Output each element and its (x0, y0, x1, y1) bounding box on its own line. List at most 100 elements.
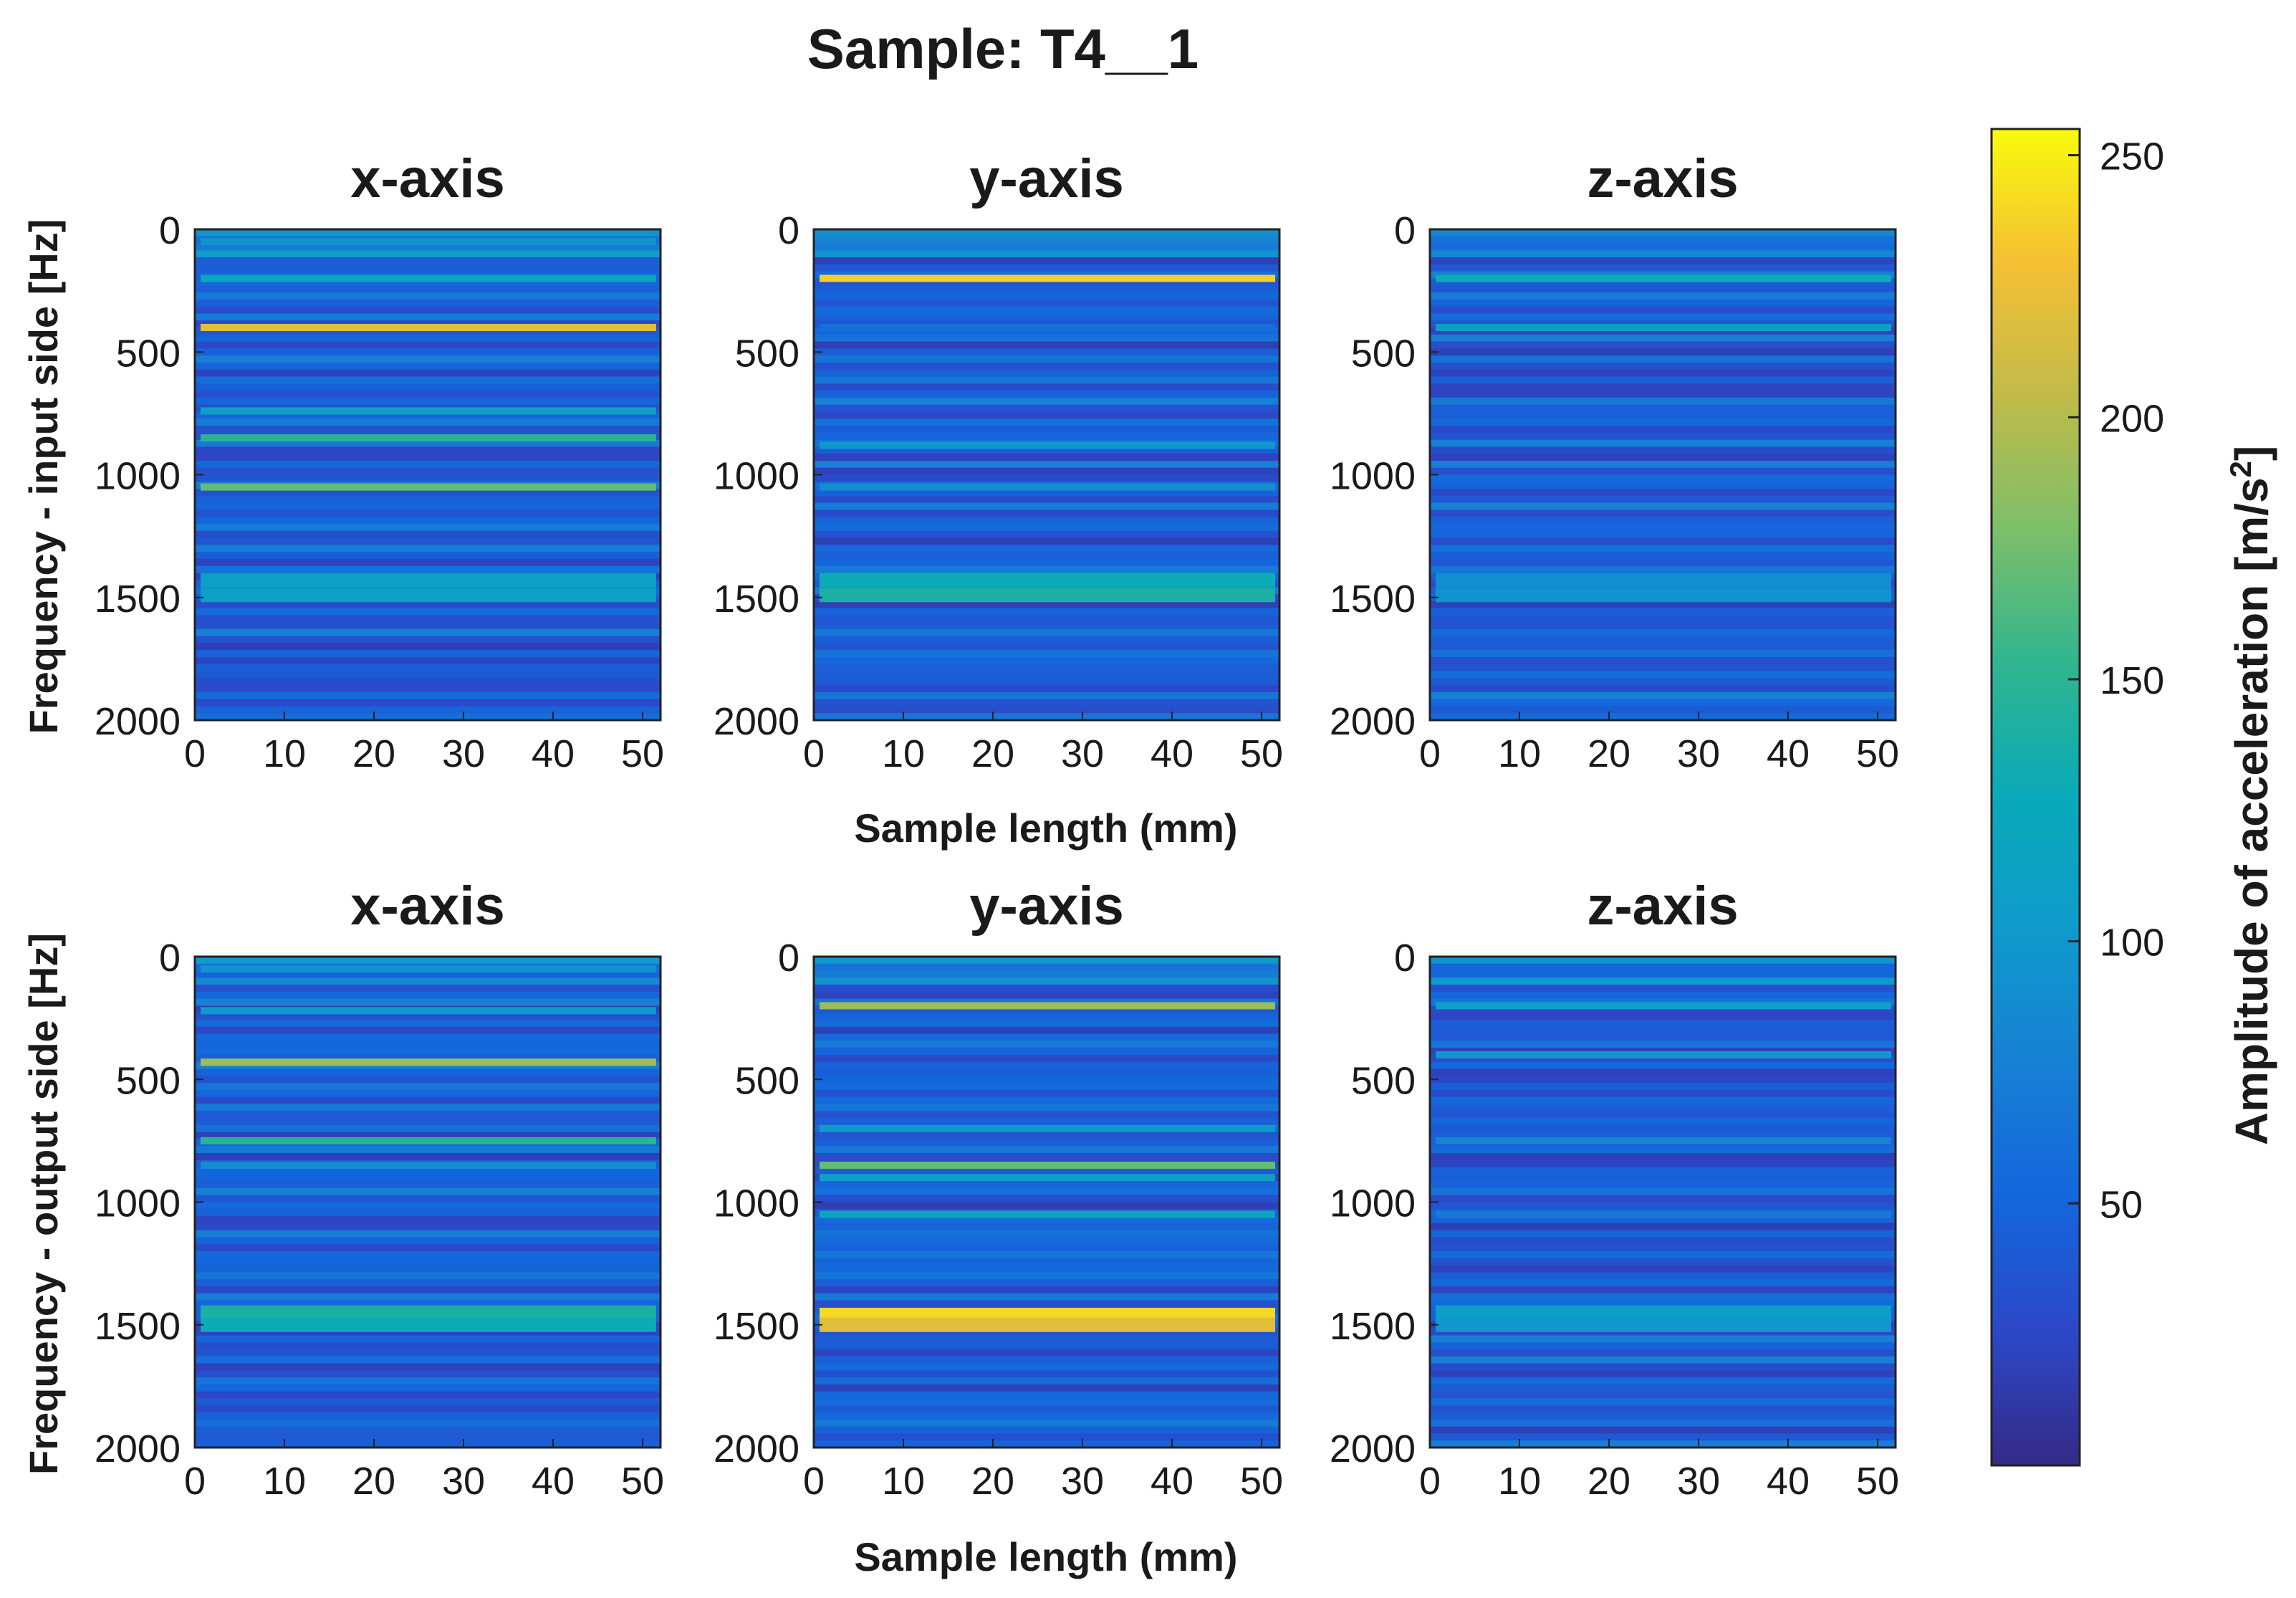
x-tick-label: 20 (352, 732, 395, 775)
x-tick-label: 40 (532, 732, 575, 775)
heat-cell-row (1430, 622, 1896, 630)
heat-cell-row (1430, 460, 1896, 469)
heat-band (1436, 1210, 1891, 1218)
heat-cell-row (1430, 404, 1896, 413)
heat-cell-row (195, 985, 661, 992)
heat-cell-row (1430, 467, 1896, 476)
heat-cell-row (814, 446, 1279, 454)
heat-cell-row (814, 355, 1279, 363)
heat-cell-row (1430, 1286, 1896, 1294)
heat-cell-row (195, 383, 661, 391)
heat-cell-row (1430, 397, 1896, 406)
heat-cell-row (1430, 1300, 1896, 1308)
heat-band (820, 1210, 1275, 1218)
y-tick-label: 1000 (1330, 455, 1416, 498)
heat-cell-row (1430, 957, 1896, 965)
heat-cell-row (1430, 1013, 1896, 1020)
x-tick-label: 30 (1061, 732, 1104, 775)
heat-cell-row (1430, 615, 1896, 623)
heat-cell-row (1430, 1124, 1896, 1133)
heat-cell-row (195, 1363, 661, 1371)
x-tick-label: 0 (184, 732, 206, 775)
heat-cell-row (1430, 327, 1896, 335)
heat-cell-row (195, 1216, 661, 1224)
heat-cell-row (814, 628, 1279, 637)
heat-cell-row (1430, 1187, 1896, 1196)
heat-cell-row (195, 957, 661, 965)
colorbar: 50 100 150 200 250 Amplitude of acceleration… (1990, 128, 2278, 1467)
heat-cell-row (814, 1279, 1279, 1287)
heat-cell-row (195, 1440, 661, 1448)
heat-cell-row (195, 1349, 661, 1357)
heat-cell-row (195, 678, 661, 686)
heat-cell-row (195, 1195, 661, 1203)
heat-band (201, 1058, 656, 1066)
heat-cell-row (195, 1124, 661, 1133)
heat-cell-row (1430, 1398, 1896, 1406)
heat-cell-row (814, 1377, 1279, 1385)
y-tick-label: 500 (735, 1059, 799, 1102)
x-tick-label: 0 (803, 732, 825, 775)
heat-cell-row (195, 376, 661, 384)
heat-cell-row (195, 601, 661, 609)
heat-cell-row (1430, 1230, 1896, 1238)
heat-cell-row (195, 355, 661, 363)
heat-cell-row (1430, 362, 1896, 370)
heat-cell-row (195, 341, 661, 349)
heat-cell-row (195, 1328, 661, 1336)
heat-cell-row (814, 489, 1279, 497)
heat-cell-row (195, 622, 661, 630)
heat-cell-row (1430, 1153, 1896, 1161)
heat-cell-row (814, 292, 1279, 300)
heat-cell-row (814, 1076, 1279, 1083)
heat-cell-row (814, 656, 1279, 665)
colorbar-label: Amplitude of acceleration [m/s2] (2224, 446, 2278, 1145)
heat-cell-row (195, 313, 661, 321)
heat-cell-row (1430, 1433, 1896, 1441)
heat-cell-row (1430, 229, 1896, 237)
heat-cell-row (1430, 474, 1896, 482)
heat-cell-row (1430, 1412, 1896, 1420)
heat-cell-row (195, 1300, 661, 1308)
heat-cell-row (814, 1251, 1279, 1259)
heat-cell-row (195, 1335, 661, 1343)
heat-cell-row (195, 1033, 661, 1042)
heat-cell-row (195, 1293, 661, 1301)
x-tick-label: 10 (1498, 1460, 1541, 1503)
heat-cell-row (814, 1153, 1279, 1161)
heat-cell-row (195, 977, 661, 985)
heat-cell-row (195, 502, 661, 511)
heat-cell-row (814, 1013, 1279, 1020)
heat-cell-row (195, 643, 661, 651)
y-tick-label: 0 (1394, 209, 1416, 252)
heat-cell-row (195, 369, 661, 378)
heat-cell-row (814, 1293, 1279, 1301)
chart-title: Sample: T4__1 (807, 17, 1199, 80)
heat-cell-row (195, 1068, 661, 1076)
heat-cell-row (814, 1398, 1279, 1406)
heat-cell-row (1430, 299, 1896, 307)
heat-band (1436, 1317, 1891, 1332)
y-tick-label: 1000 (95, 455, 181, 498)
heat-cell-row (195, 692, 661, 700)
heat-cell-row (1430, 1118, 1896, 1126)
heat-cell-row (195, 1384, 661, 1392)
x-tick-label: 50 (1856, 1460, 1899, 1503)
heat-cell-row (814, 495, 1279, 504)
heat-cell-row (195, 650, 661, 658)
heat-cell-row (814, 1265, 1279, 1273)
heat-cell-row (814, 552, 1279, 560)
heat-cell-row (195, 1131, 661, 1140)
y-tick-label: 0 (159, 209, 181, 252)
heat-cell-row (195, 1412, 661, 1420)
y-tick-label: 500 (116, 1059, 181, 1102)
heat-cell-row (814, 460, 1279, 469)
heat-cell-row (1430, 1377, 1896, 1385)
heat-band (201, 1305, 656, 1320)
heat-cell-row (814, 957, 1279, 965)
y-tick-label: 2000 (1330, 700, 1416, 743)
heat-cell-row (1430, 236, 1896, 244)
heat-cell-row (195, 348, 661, 356)
heat-cell-row (814, 306, 1279, 315)
heat-cell-row (195, 278, 661, 286)
